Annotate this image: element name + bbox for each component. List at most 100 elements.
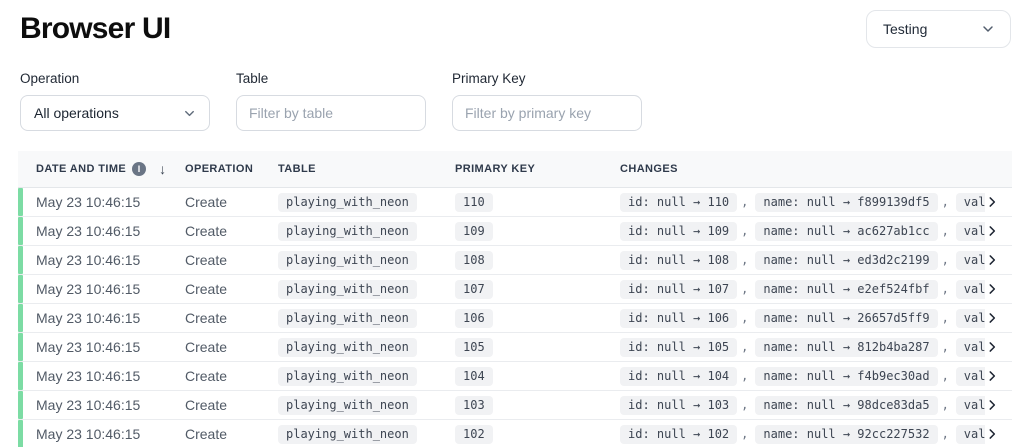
change-separator: , xyxy=(941,311,949,325)
primary-key-badge: 106 xyxy=(455,308,493,328)
cell-datetime: May 23 10:46:15 xyxy=(36,310,141,326)
change-badge: id: null → 109 xyxy=(620,221,738,241)
change-badge: value: xyxy=(955,366,985,386)
change-badge: id: null → 103 xyxy=(620,395,738,415)
row-accent-bar xyxy=(18,391,23,419)
cell-datetime: May 23 10:46:15 xyxy=(36,223,141,239)
primary-key-badge: 104 xyxy=(455,366,493,386)
table-row[interactable]: May 23 10:46:15 Create playing_with_neon… xyxy=(18,333,1012,362)
cell-table: playing_with_neon xyxy=(278,424,455,444)
cell-table: playing_with_neon xyxy=(278,308,455,328)
change-badge: name: null → ac627ab1cc xyxy=(755,221,938,241)
table-name-badge: playing_with_neon xyxy=(278,192,417,212)
primary-key-badge: 102 xyxy=(455,424,493,444)
change-separator: , xyxy=(741,253,749,267)
table-name-badge: playing_with_neon xyxy=(278,250,417,270)
primary-key-filter-input[interactable] xyxy=(452,95,642,131)
change-separator: , xyxy=(941,224,949,238)
cell-primary-key: 109 xyxy=(455,221,620,241)
chevron-right-icon[interactable] xyxy=(985,311,999,325)
cell-expand xyxy=(985,369,1012,383)
cell-operation: Create xyxy=(185,194,228,210)
change-badge: name: null → 26657d5ff9 xyxy=(755,308,938,328)
table-row[interactable]: May 23 10:46:15 Create playing_with_neon… xyxy=(18,275,1012,304)
row-accent-bar xyxy=(18,362,23,390)
change-badge: value: xyxy=(955,424,985,444)
cell-table: playing_with_neon xyxy=(278,366,455,386)
row-accent-bar xyxy=(18,188,23,216)
cell-datetime: May 23 10:46:15 xyxy=(36,426,141,442)
change-separator: , xyxy=(941,398,949,412)
chevron-right-icon[interactable] xyxy=(985,398,999,412)
table-row[interactable]: May 23 10:46:15 Create playing_with_neon… xyxy=(18,362,1012,391)
cell-datetime: May 23 10:46:15 xyxy=(36,281,141,297)
row-accent-bar xyxy=(18,246,23,274)
table-row[interactable]: May 23 10:46:15 Create playing_with_neon… xyxy=(18,246,1012,275)
change-badge: name: null → 92cc227532 xyxy=(755,424,938,444)
column-header-primary-key: Primary key xyxy=(455,163,536,175)
chevron-down-icon xyxy=(182,106,197,121)
table-filter-input[interactable] xyxy=(236,95,426,131)
operations-log-table: Date and time i ↓ Operation Table Primar… xyxy=(18,151,1012,447)
change-badge: value: xyxy=(955,221,985,241)
table-name-badge: playing_with_neon xyxy=(278,424,417,444)
change-badge: name: null → 812b4ba287 xyxy=(755,337,938,357)
cell-changes: id: null → 110, name: null → f899139df5, v… xyxy=(620,192,985,212)
row-accent-bar xyxy=(18,217,23,245)
change-separator: , xyxy=(941,369,949,383)
cell-changes: id: null → 107, name: null → e2ef524fbf, v… xyxy=(620,279,985,299)
cell-table: playing_with_neon xyxy=(278,279,455,299)
cell-operation: Create xyxy=(185,368,228,384)
change-badge: value: xyxy=(955,192,985,212)
change-separator: , xyxy=(941,427,949,441)
change-badge: id: null → 110 xyxy=(620,192,738,212)
cell-expand xyxy=(985,253,1012,267)
cell-operation: Create xyxy=(185,310,228,326)
branch-selector[interactable]: Testing xyxy=(866,10,1011,48)
cell-changes: id: null → 109, name: null → ac627ab1cc, v… xyxy=(620,221,985,241)
chevron-right-icon[interactable] xyxy=(985,340,999,354)
change-separator: , xyxy=(941,195,949,209)
chevron-right-icon[interactable] xyxy=(985,282,999,296)
cell-datetime: May 23 10:46:15 xyxy=(36,397,141,413)
chevron-right-icon[interactable] xyxy=(985,427,999,441)
sort-descending-icon[interactable]: ↓ xyxy=(159,161,167,177)
change-badge: name: null → f899139df5 xyxy=(755,192,938,212)
filter-group-primary-key: Primary Key xyxy=(452,71,642,131)
change-separator: , xyxy=(741,282,749,296)
cell-primary-key: 106 xyxy=(455,308,620,328)
column-header-operation: Operation xyxy=(185,163,254,175)
operation-select[interactable]: All operations xyxy=(20,95,210,131)
primary-key-badge: 105 xyxy=(455,337,493,357)
cell-operation: Create xyxy=(185,339,228,355)
table-row[interactable]: May 23 10:46:15 Create playing_with_neon… xyxy=(18,391,1012,420)
cell-operation: Create xyxy=(185,252,228,268)
operation-select-value: All operations xyxy=(34,105,119,121)
cell-table: playing_with_neon xyxy=(278,250,455,270)
table-row[interactable]: May 23 10:46:15 Create playing_with_neon… xyxy=(18,420,1012,447)
cell-operation: Create xyxy=(185,397,228,413)
cell-expand xyxy=(985,340,1012,354)
table-row[interactable]: May 23 10:46:15 Create playing_with_neon… xyxy=(18,217,1012,246)
change-badge: value: xyxy=(955,337,985,357)
chevron-right-icon[interactable] xyxy=(985,253,999,267)
table-name-badge: playing_with_neon xyxy=(278,279,417,299)
primary-key-badge: 108 xyxy=(455,250,493,270)
chevron-right-icon[interactable] xyxy=(985,369,999,383)
cell-primary-key: 102 xyxy=(455,424,620,444)
chevron-right-icon[interactable] xyxy=(985,195,999,209)
cell-datetime: May 23 10:46:15 xyxy=(36,252,141,268)
table-row[interactable]: May 23 10:46:15 Create playing_with_neon… xyxy=(18,304,1012,333)
filter-group-table: Table xyxy=(236,71,426,131)
change-separator: , xyxy=(741,369,749,383)
cell-table: playing_with_neon xyxy=(278,337,455,357)
info-icon[interactable]: i xyxy=(132,162,147,176)
change-separator: , xyxy=(741,195,749,209)
primary-key-badge: 107 xyxy=(455,279,493,299)
cell-expand xyxy=(985,195,1012,209)
change-badge: id: null → 102 xyxy=(620,424,738,444)
cell-primary-key: 103 xyxy=(455,395,620,415)
chevron-right-icon[interactable] xyxy=(985,224,999,238)
change-badge: id: null → 104 xyxy=(620,366,738,386)
table-row[interactable]: May 23 10:46:15 Create playing_with_neon… xyxy=(18,188,1012,217)
